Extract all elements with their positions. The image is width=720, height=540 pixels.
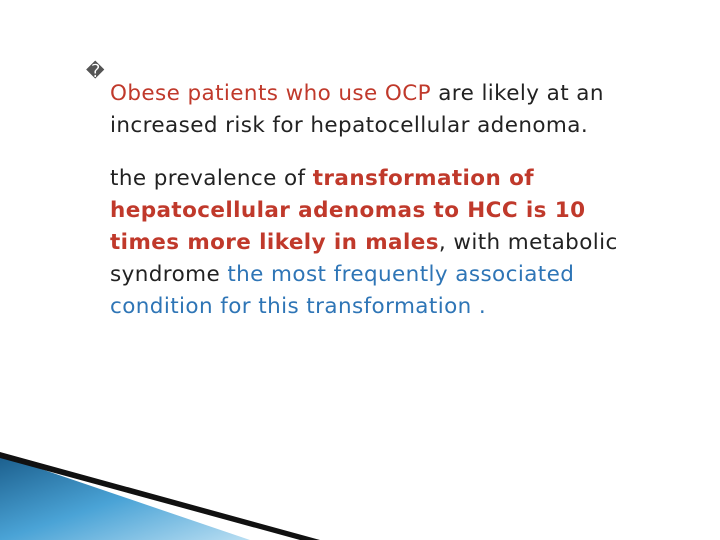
text-run: Obese patients who use OCP — [110, 80, 431, 106]
bullet-item: � Obese patients who use OCP are likely a… — [86, 61, 655, 142]
text-run: transformation of hepatocellular adenoma… — [110, 166, 586, 255]
bullet-list: � Obese patients who use OCP are likely a… — [86, 56, 655, 345]
bullet-marker: � — [86, 61, 105, 82]
bullet-item: � the prevalence of transformation of hep… — [86, 61, 655, 323]
wedge-line — [0, 452, 320, 540]
text-run: , with metabolic syndrome — [110, 230, 618, 287]
bullet-marker: � — [86, 61, 105, 82]
text-run: the prevalence of — [110, 166, 313, 191]
text-run: the most frequently associated condition… — [110, 262, 575, 319]
text-run: are likely at an increased risk for hepa… — [110, 80, 604, 138]
wedge — [0, 455, 250, 540]
